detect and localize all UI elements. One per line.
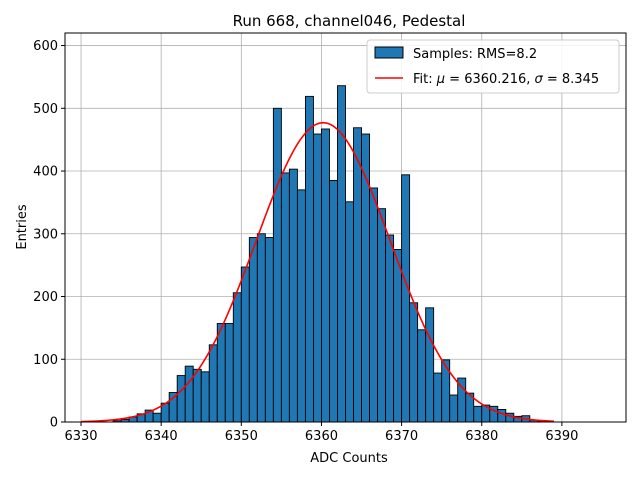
x-tick-label: 6370 bbox=[385, 429, 418, 444]
x-tick-label: 6380 bbox=[465, 429, 498, 444]
y-tick-label: 500 bbox=[33, 102, 58, 117]
histogram-bar bbox=[184, 365, 194, 423]
x-axis-label: ADC Counts bbox=[310, 451, 388, 466]
histogram-bar bbox=[200, 371, 210, 423]
histogram-bar bbox=[473, 405, 483, 423]
histogram-bar bbox=[176, 375, 186, 423]
y-tick-label: 0 bbox=[50, 416, 58, 431]
histogram-bar bbox=[272, 107, 282, 423]
histogram-bar bbox=[216, 323, 226, 423]
histogram-bar bbox=[497, 409, 507, 423]
histogram-bar bbox=[425, 307, 435, 423]
y-tick-label: 300 bbox=[33, 227, 58, 242]
histogram-bar bbox=[288, 168, 298, 423]
fit-curve bbox=[81, 121, 554, 423]
x-tick-label: 6390 bbox=[545, 429, 578, 444]
histogram-bar bbox=[409, 302, 419, 423]
y-axis-label: Entries bbox=[15, 204, 30, 250]
histogram-bar bbox=[329, 179, 338, 423]
y-tick-label: 200 bbox=[33, 290, 58, 305]
y-tick-label: 400 bbox=[33, 165, 58, 180]
legend-box bbox=[366, 39, 620, 94]
x-tick-label: 6340 bbox=[145, 429, 178, 444]
x-tick-label: 6350 bbox=[225, 429, 258, 444]
legend-histogram-label: Samples: RMS=8.2 bbox=[413, 47, 537, 62]
histogram-bar bbox=[232, 292, 242, 423]
y-axis-ticks: 0 100 200 300 400 500 600 bbox=[33, 39, 65, 431]
histogram-bar bbox=[280, 172, 290, 423]
y-tick-label: 600 bbox=[33, 39, 58, 54]
histogram-bar bbox=[433, 372, 443, 423]
histogram-bar bbox=[449, 394, 459, 423]
histogram-bar bbox=[296, 189, 306, 423]
histogram-bar bbox=[385, 234, 395, 423]
histogram-bar bbox=[256, 233, 266, 423]
x-axis-ticks: 6330 6340 6350 6360 6370 6380 6390 bbox=[64, 422, 578, 444]
plot-frame bbox=[64, 32, 627, 423]
histogram-bar bbox=[401, 174, 411, 423]
legend-histogram-swatch bbox=[374, 46, 404, 59]
chart-title: Run 668, channel046, Pedestal bbox=[233, 12, 466, 30]
histogram-bar bbox=[152, 412, 162, 423]
histogram-bar bbox=[345, 201, 354, 423]
histogram-bar bbox=[208, 344, 218, 423]
x-tick-label: 6360 bbox=[305, 429, 338, 444]
histogram-bar bbox=[321, 128, 330, 423]
histogram-bar bbox=[240, 266, 250, 423]
histogram-bars bbox=[112, 85, 547, 423]
legend: Samples: RMS=8.2 Fit: μ = 6360.216, σ = … bbox=[366, 39, 620, 94]
histogram-bar bbox=[192, 368, 202, 423]
histogram-bar bbox=[369, 187, 379, 423]
x-tick-label: 6330 bbox=[64, 429, 97, 444]
histogram-bar bbox=[304, 95, 314, 423]
histogram-bar bbox=[353, 127, 362, 423]
histogram-bar bbox=[248, 237, 258, 423]
legend-fit-label: Fit: μ = 6360.216, σ = 8.345 bbox=[413, 72, 599, 87]
histogram-bar bbox=[264, 237, 274, 423]
y-tick-label: 100 bbox=[33, 353, 58, 368]
histogram-bar bbox=[312, 133, 322, 423]
histogram-bar bbox=[377, 208, 387, 423]
histogram-bar bbox=[417, 329, 427, 423]
histogram-bar bbox=[393, 249, 403, 423]
histogram-bar bbox=[224, 323, 234, 423]
